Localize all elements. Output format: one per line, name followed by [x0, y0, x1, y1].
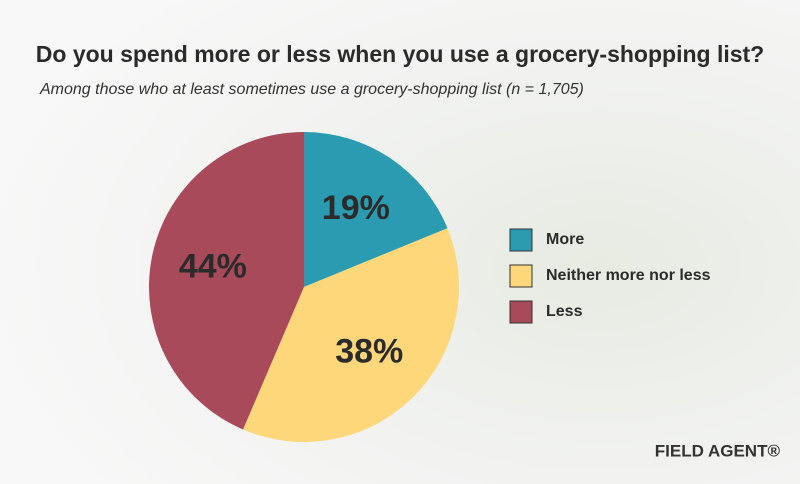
legend-swatch: [509, 264, 533, 288]
pie-slice: [243, 228, 459, 442]
logo: FIELD AGENT®: [655, 441, 781, 460]
chart-subtitle: Among those who at least sometimes use a…: [39, 81, 584, 98]
legend-swatch: [509, 228, 533, 252]
legend-label: Neither more nor less: [546, 267, 711, 284]
legend-swatch: [509, 300, 533, 324]
data-label: 44%: [179, 247, 247, 285]
data-label: 19%: [322, 189, 390, 227]
data-label: 38%: [335, 332, 403, 370]
legend-label: More: [546, 231, 584, 248]
pie-slice: [304, 132, 448, 287]
pie-slice: [149, 132, 304, 430]
legend-label: Less: [546, 303, 583, 320]
chart-title: Do you spend more or less when you use a…: [36, 41, 764, 67]
